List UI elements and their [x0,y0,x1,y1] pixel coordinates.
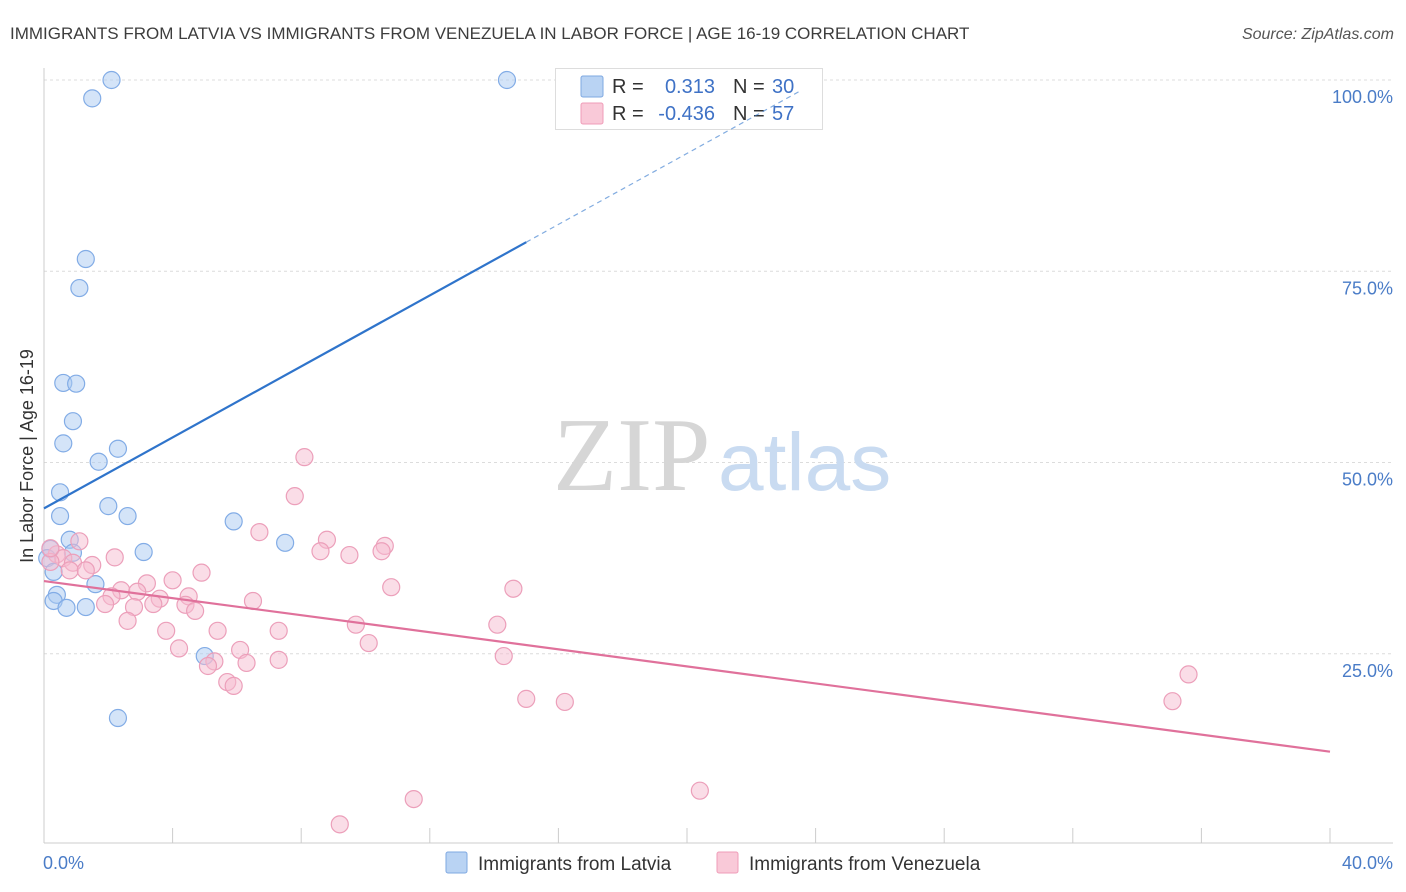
latvia-point [224,512,243,531]
venezuela-point [1163,692,1182,711]
series-legend: Immigrants from Latvia Immigrants from V… [445,851,981,875]
zipatlas-watermark: ZIP atlas [553,396,891,513]
venezuela-point [198,656,218,676]
latvia-point [497,70,517,90]
venezuela-point [269,650,288,669]
legend-n-value: 30 [772,76,794,98]
venezuela-point [76,561,95,580]
legend-r-label: R = [612,76,644,98]
latvia-point [102,70,121,90]
legend-row-latvia: R = 0.313 N = 30 [580,75,794,98]
latvia-point [99,497,118,516]
venezuela-point [118,611,137,630]
legend-n-value: 57 [772,103,794,125]
y-axis-title: In Labor Force | Age 16-19 [17,349,37,563]
legend-r-value: -0.436 [658,103,715,125]
venezuela-point [382,578,401,597]
venezuela-point [192,563,211,582]
venezuela-point [359,633,378,653]
venezuela-point [169,639,189,658]
chart-title: IMMIGRANTS FROM LATVIA VS IMMIGRANTS FRO… [10,24,969,43]
y-tick-label: 75.0% [1342,278,1393,298]
venezuela-point [105,548,124,567]
source-credit: Source: ZipAtlas.com [1242,26,1394,43]
venezuela-point [690,781,709,800]
venezuela-point [208,621,227,640]
latvia-point [108,708,128,728]
venezuela-point [60,561,79,580]
latvia-point [50,506,70,526]
x-tick-label: 40.0% [1342,853,1393,873]
watermark-zip: ZIP [553,396,711,513]
venezuela-point [555,692,574,712]
venezuela-point [340,545,359,565]
venezuela-point [517,689,536,708]
latvia-point [89,452,108,471]
venezuela-point [237,653,256,673]
legend-n-label: N = [733,76,765,98]
venezuela-point [504,579,523,598]
y-tick-label: 25.0% [1342,661,1393,681]
venezuela-point [157,621,176,640]
venezuela-point [250,523,269,542]
venezuela-point [41,539,60,558]
venezuela-point [488,615,507,634]
latvia-point [118,506,137,526]
legend-r-value: 0.313 [665,76,715,98]
venezuela-point [285,487,304,506]
series-swatch-venezuela [716,851,739,874]
latvia-point [57,598,76,617]
latvia-point [108,439,128,458]
venezuela-point [311,542,330,561]
y-tick-label: 50.0% [1342,470,1393,490]
watermark-atlas: atlas [718,417,891,508]
legend-n-label: N = [733,103,765,125]
latvia-trend-line [43,241,527,510]
latvia-point [76,597,95,617]
venezuela-point [269,621,288,640]
latvia-point [54,434,73,453]
venezuela-point [95,594,115,614]
x-tick-label: 0.0% [43,853,84,873]
scatter-points [38,70,1198,834]
legend-r-label: R = [612,103,644,125]
correlation-legend: R = 0.313 N = 30 R = -0.436 N = 57 [555,68,823,130]
venezuela-point [224,676,243,695]
latvia-point [76,249,95,269]
latvia-point [83,89,102,108]
venezuela-point [295,448,314,467]
venezuela-point [346,615,365,634]
latvia-point [67,374,86,393]
legend-swatch-venezuela [580,102,604,125]
y-tick-label: 100.0% [1332,87,1393,107]
series-label-latvia: Immigrants from Latvia [478,854,672,875]
venezuela-point [494,646,513,666]
venezuela-point [330,815,349,834]
venezuela-point [163,571,182,590]
gridlines [44,79,1393,655]
venezuela-point [186,601,205,621]
series-swatch-latvia [445,851,468,874]
venezuela-point [70,532,89,551]
latvia-point [63,412,83,431]
x-axis-ticks [43,828,1331,843]
legend-row-venezuela: R = -0.436 N = 57 [580,102,794,125]
venezuela-trend-line [43,579,1331,753]
venezuela-point [404,789,423,809]
y-axis-tick-labels: 100.0% 75.0% 50.0% 25.0% [1332,87,1393,681]
venezuela-point [1179,665,1198,684]
x-axis-tick-labels: 0.0% 40.0% [43,853,1393,873]
venezuela-point [372,542,391,561]
legend-swatch-latvia [580,75,604,98]
latvia-trend-extension [525,90,800,243]
latvia-point [276,533,295,552]
trend-lines [43,90,1331,753]
series-label-venezuela: Immigrants from Venezuela [749,854,981,875]
latvia-point [134,542,153,562]
latvia-point [70,278,89,298]
venezuela-point [144,594,163,614]
